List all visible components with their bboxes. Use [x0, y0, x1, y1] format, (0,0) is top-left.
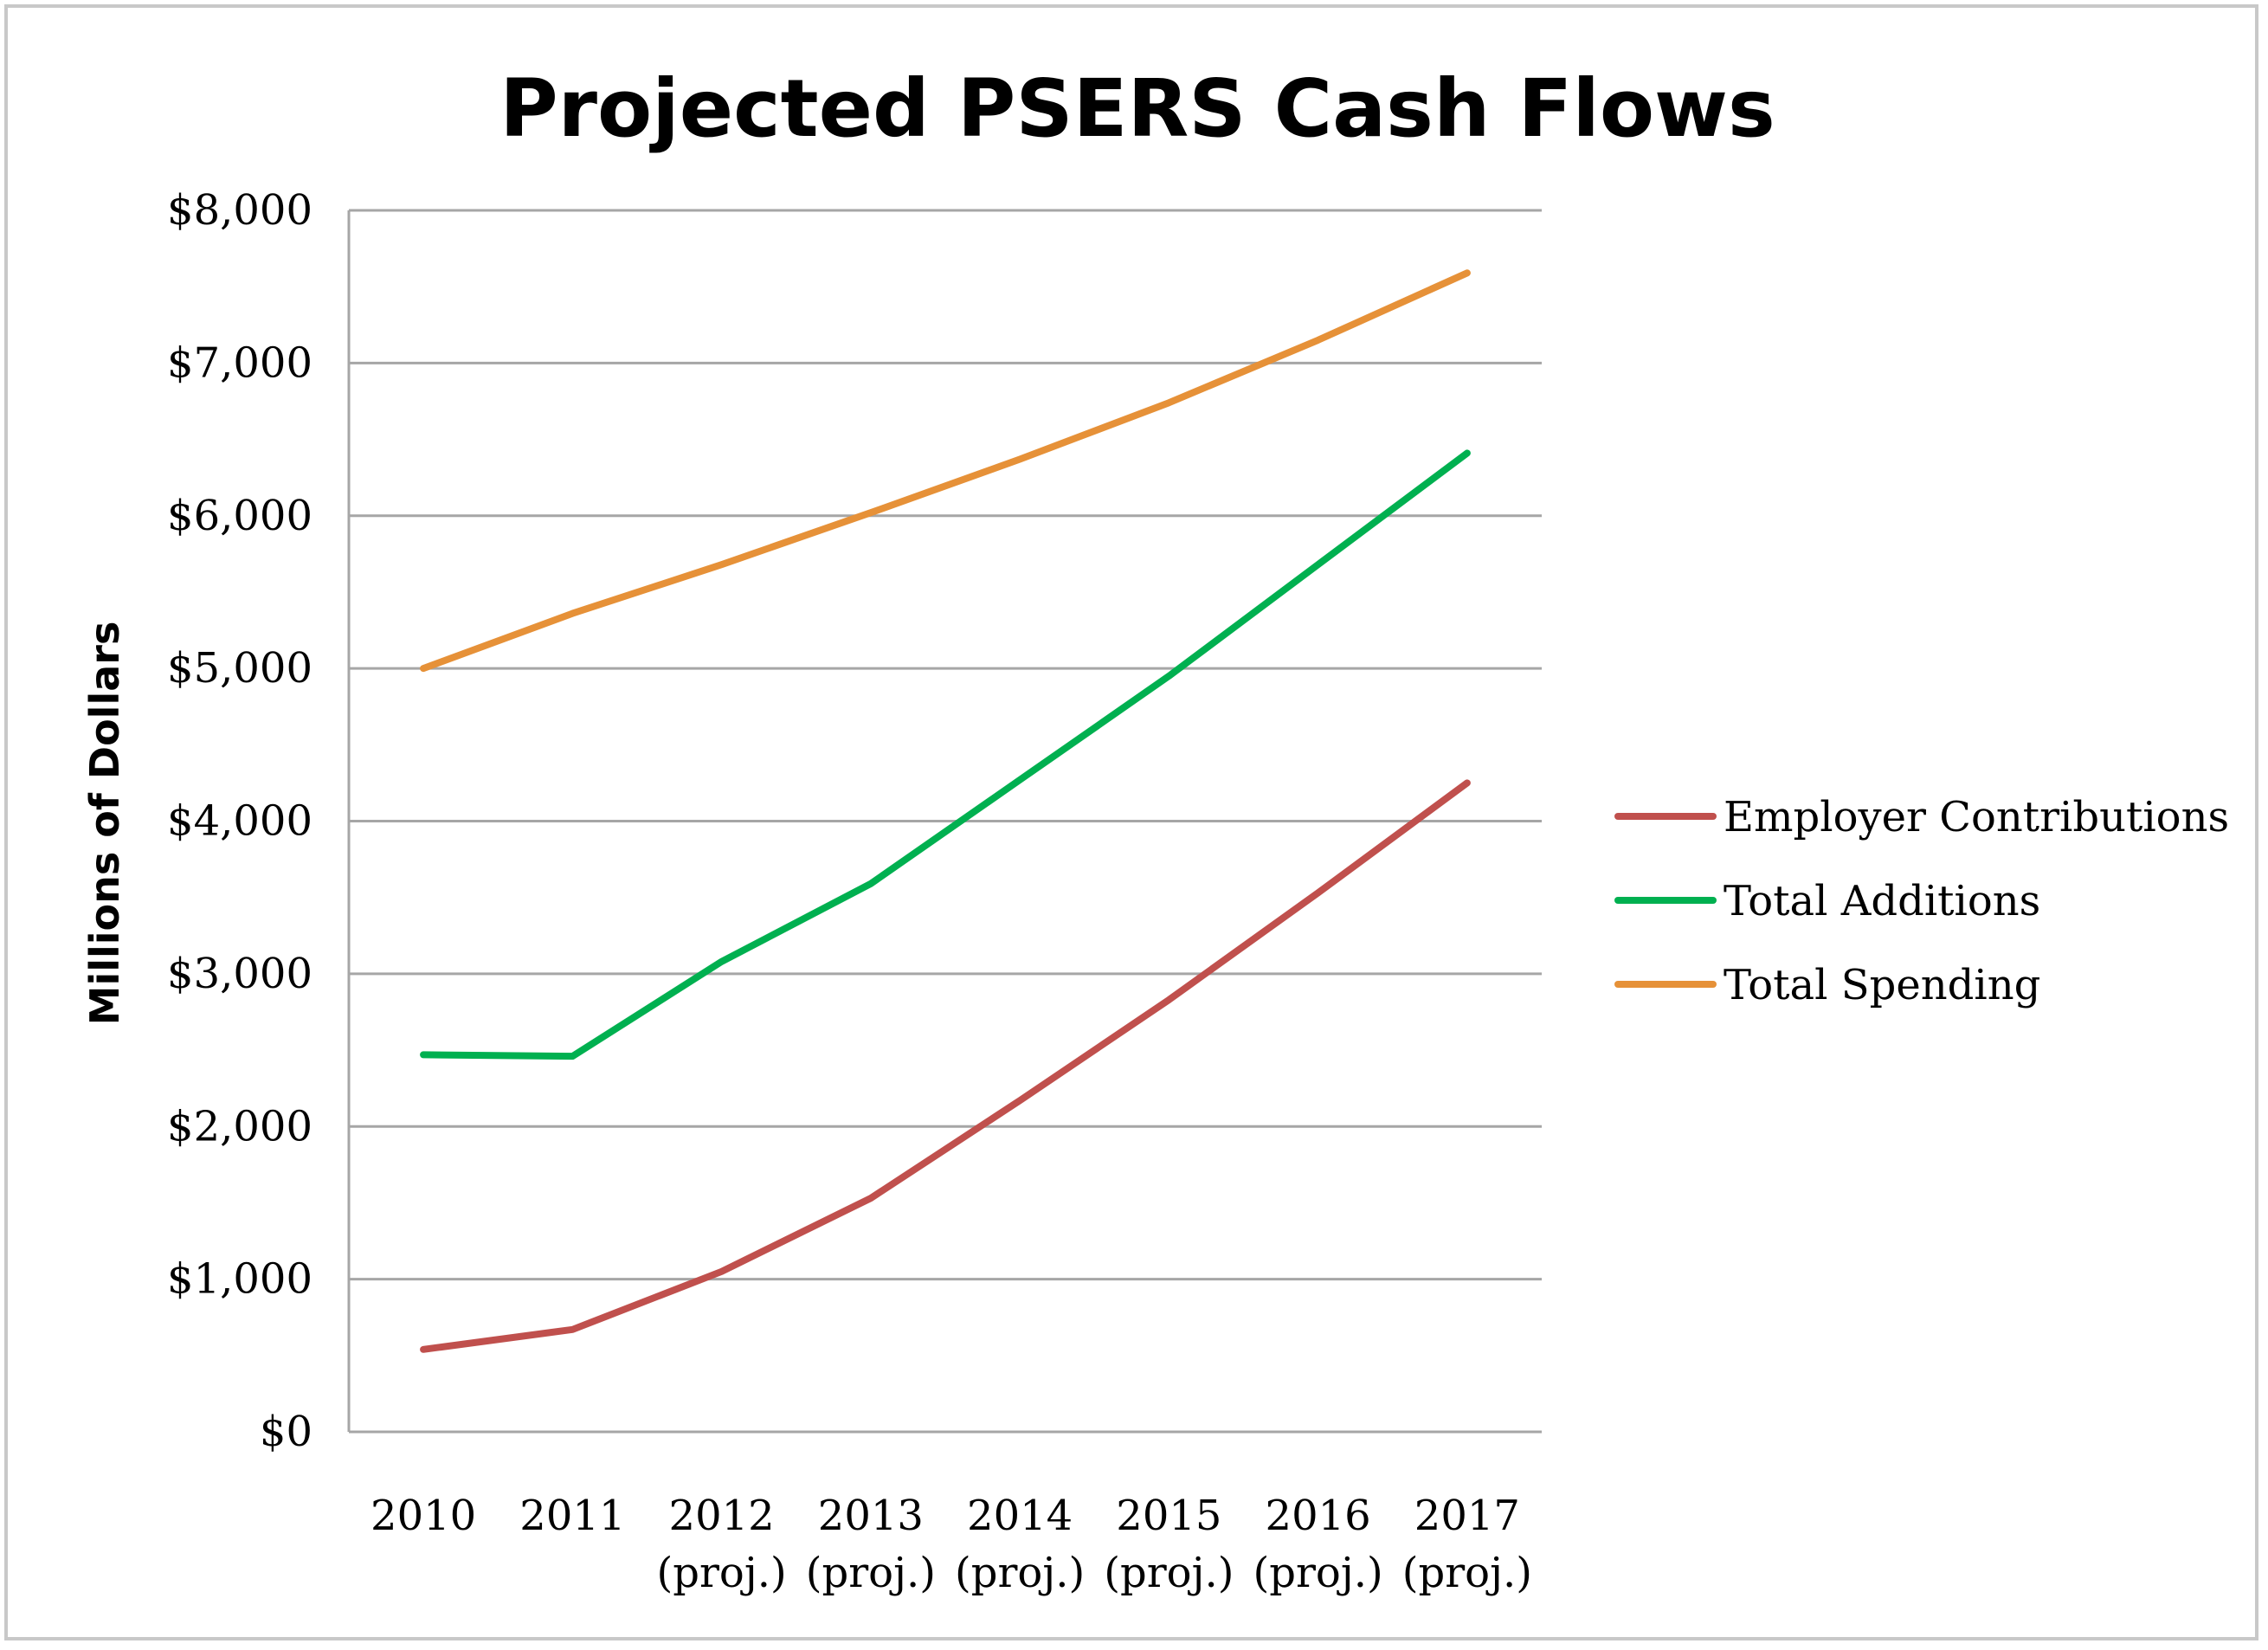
- x-tick-label: 2015: [1116, 1492, 1221, 1540]
- x-axis-ticks: 2010 2011 2012 (proj.) 2013 (proj.) 2014 (proj.…: [370, 1492, 1532, 1597]
- series-line-employer-contributions: [420, 779, 1471, 1353]
- legend-label-total-spending: Total Spending: [1724, 961, 2040, 1009]
- x-tick-label: 2017: [1414, 1492, 1520, 1540]
- y-axis-ticks: $0 $1,000 $2,000 $3,000 $4,000 $5,000 $6,000 $7…: [167, 186, 312, 1456]
- y-tick-label: $5,000: [167, 644, 312, 693]
- gridlines: [347, 209, 1542, 1434]
- x-tick-sublabel: (proj.): [1402, 1549, 1532, 1597]
- x-tick-label: 2014: [967, 1492, 1073, 1540]
- x-tick-label: 2011: [519, 1492, 625, 1540]
- y-tick-label: $3,000: [167, 950, 312, 998]
- y-axis-label: Millions of Dollars: [81, 622, 128, 1026]
- y-tick-label: $0: [260, 1408, 312, 1456]
- y-tick-label: $4,000: [167, 797, 312, 846]
- x-tick-sublabel: (proj.): [955, 1549, 1085, 1597]
- chart-title: Projected PSERS Cash Flows: [499, 62, 1775, 155]
- legend: Employer Contributions Total Additions Tot…: [1614, 793, 2229, 1009]
- series-line-total-additions: [420, 449, 1471, 1060]
- x-tick-label: 2010: [370, 1492, 476, 1540]
- x-tick-label: 2013: [818, 1492, 924, 1540]
- chart-frame: Projected PSERS Cash Flows Millions of D…: [4, 4, 2258, 1640]
- legend-label-employer-contributions: Employer Contributions: [1724, 793, 2229, 841]
- x-tick-sublabel: (proj.): [1253, 1549, 1383, 1597]
- y-tick-label: $8,000: [167, 186, 312, 235]
- series-line-total-spending: [420, 269, 1471, 673]
- x-tick-label: 2012: [669, 1492, 775, 1540]
- x-tick-sublabel: (proj.): [657, 1549, 787, 1597]
- y-tick-label: $7,000: [167, 338, 312, 387]
- legend-label-total-additions: Total Additions: [1724, 877, 2040, 925]
- y-tick-label: $2,000: [167, 1102, 312, 1150]
- y-tick-label: $1,000: [167, 1255, 312, 1304]
- y-tick-label: $6,000: [167, 492, 312, 540]
- series-lines: [420, 269, 1471, 1353]
- x-tick-sublabel: (proj.): [806, 1549, 936, 1597]
- line-chart: Projected PSERS Cash Flows Millions of D…: [81, 62, 2229, 1597]
- x-tick-label: 2016: [1266, 1492, 1371, 1540]
- x-tick-sublabel: (proj.): [1104, 1549, 1234, 1597]
